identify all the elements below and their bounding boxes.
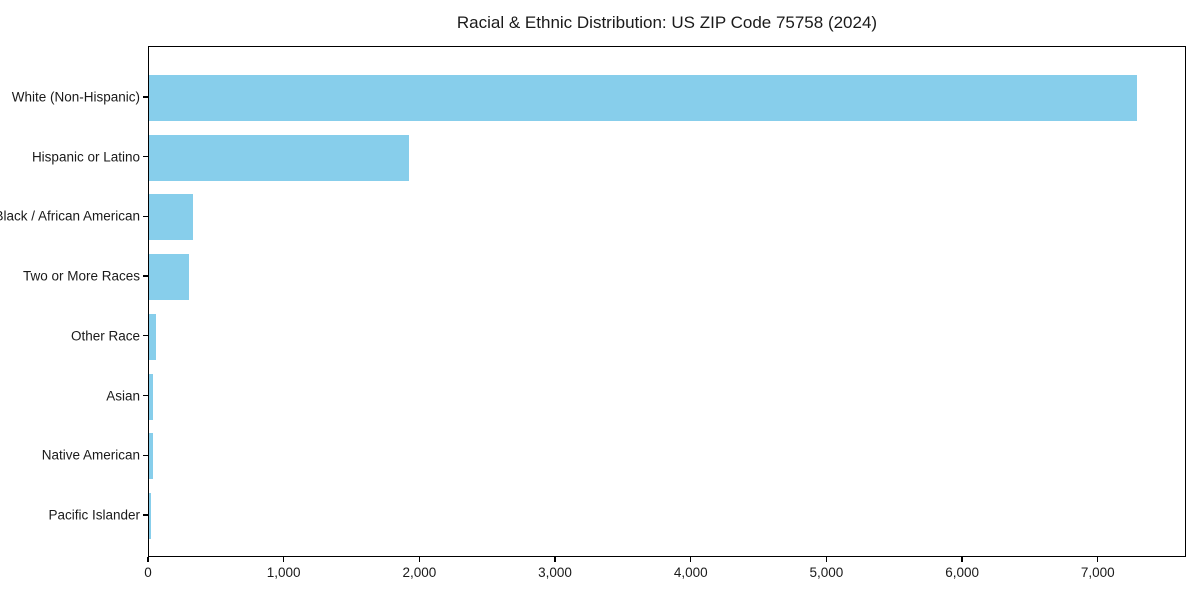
plot-area: [148, 46, 1186, 557]
x-tick-label: 4,000: [673, 565, 708, 580]
bar-pacific-islander: [149, 492, 152, 539]
y-tick-mark: [143, 96, 148, 98]
y-tick-mark: [143, 156, 148, 158]
x-tick-label: 6,000: [945, 565, 980, 580]
x-tick-mark: [961, 557, 963, 562]
y-tick-mark: [143, 394, 148, 397]
x-tick-label: 3,000: [538, 565, 572, 580]
x-tick-mark: [554, 557, 556, 562]
y-tick-label: Hispanic or Latino: [31, 149, 140, 165]
x-tick-mark: [147, 557, 149, 562]
bar-two-or-more-races: [149, 254, 190, 301]
bar-asian: [149, 373, 154, 420]
y-tick-mark: [143, 514, 148, 516]
bar-other-race: [149, 313, 156, 360]
y-tick-mark: [143, 454, 148, 456]
x-tick-mark: [282, 557, 285, 562]
x-tick-mark: [825, 557, 828, 562]
y-tick-label: Two or More Races: [22, 268, 140, 284]
y-tick-mark: [143, 215, 148, 218]
y-tick-label: Asian: [106, 388, 140, 403]
x-tick-mark: [1097, 557, 1099, 562]
x-tick-label: 2,000: [402, 565, 437, 580]
bar-black-african-american: [149, 194, 193, 241]
x-tick-label: 5,000: [809, 565, 844, 580]
y-tick-label: Other Race: [70, 328, 140, 344]
y-tick-mark: [143, 335, 148, 337]
x-tick-mark: [690, 557, 692, 562]
x-tick-mark: [418, 557, 421, 562]
y-tick-label: White (Non-Hispanic): [11, 89, 140, 105]
bar-hispanic-or-latino: [149, 134, 410, 181]
bar-white-non-hispanic: [149, 75, 1137, 121]
y-tick-label: Pacific Islander: [48, 507, 140, 523]
x-tick-label: 0: [144, 565, 152, 580]
bar-native-american: [149, 433, 154, 480]
y-tick-label: Black / African American: [0, 208, 140, 224]
x-tick-label: 7,000: [1080, 565, 1115, 580]
y-tick-label: Native American: [41, 447, 140, 463]
y-tick-mark: [143, 275, 148, 277]
chart-title: Racial & Ethnic Distribution: US ZIP Cod…: [456, 13, 878, 32]
x-tick-label: 1,000: [266, 565, 301, 580]
